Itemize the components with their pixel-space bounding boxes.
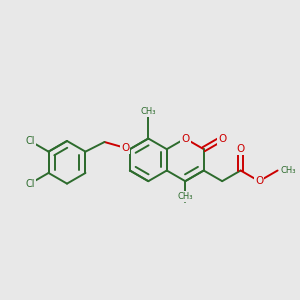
Text: Cl: Cl bbox=[25, 136, 35, 146]
Text: CH₃: CH₃ bbox=[280, 166, 296, 175]
Text: O: O bbox=[181, 134, 189, 143]
Text: O: O bbox=[121, 143, 129, 153]
Text: CH₃: CH₃ bbox=[178, 192, 193, 201]
Text: O: O bbox=[218, 134, 226, 143]
Text: O: O bbox=[255, 176, 263, 186]
Text: CH₃: CH₃ bbox=[141, 107, 156, 116]
Text: Cl: Cl bbox=[25, 178, 35, 189]
Text: O: O bbox=[236, 144, 245, 154]
